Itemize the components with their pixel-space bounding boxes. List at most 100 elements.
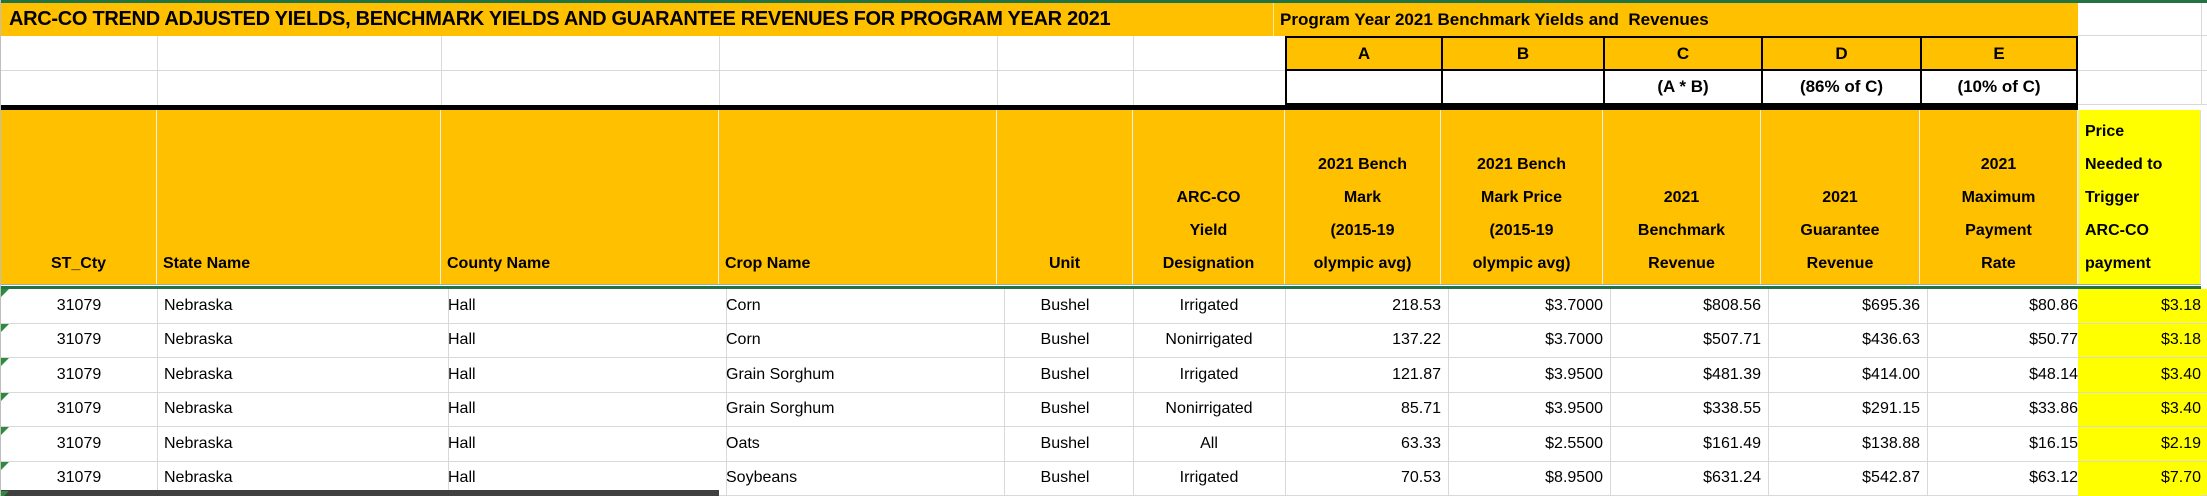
- cell-county-name[interactable]: Hall: [441, 427, 727, 461]
- cell-benchmark-revenue[interactable]: $338.55: [1603, 392, 1769, 426]
- header-cell-trigger-price[interactable]: Price Needed to Trigger ARC-CO payment: [2078, 110, 2201, 284]
- header-cell-benchmark-revenue[interactable]: 2021 Benchmark Revenue: [1603, 110, 1761, 284]
- cell-benchmark-price[interactable]: $3.7000: [1441, 323, 1611, 357]
- cell-county-name[interactable]: Hall: [441, 392, 727, 426]
- header-cell-yield-designation[interactable]: ARC-CO Yield Designation: [1133, 110, 1285, 284]
- cell-yield-designation[interactable]: Irrigated: [1133, 461, 1286, 495]
- cell-benchmark-yield[interactable]: 63.33: [1285, 427, 1449, 461]
- cell-benchmark-yield[interactable]: 218.53: [1285, 289, 1449, 323]
- cell-benchmark-yield[interactable]: 70.53: [1285, 461, 1449, 495]
- cell-yield-designation[interactable]: Nonirrigated: [1133, 392, 1286, 426]
- cell-unit[interactable]: Bushel: [997, 427, 1134, 461]
- cell-st-cty[interactable]: 31079: [1, 392, 158, 426]
- cell-max-payment-rate[interactable]: $80.86: [1920, 289, 2086, 323]
- header-cell-county-name[interactable]: County Name: [441, 110, 719, 284]
- cell-benchmark-price[interactable]: $8.9500: [1441, 461, 1611, 495]
- cell-trigger-price[interactable]: $7.70: [2078, 461, 2207, 495]
- header-cell-benchmark-price[interactable]: 2021 Bench Mark Price (2015-19 olympic a…: [1441, 110, 1603, 284]
- cell-unit[interactable]: Bushel: [997, 289, 1134, 323]
- cell-st-cty[interactable]: 31079: [1, 427, 158, 461]
- cell-trigger-price[interactable]: $3.40: [2078, 358, 2207, 392]
- cell-benchmark-price[interactable]: $2.5500: [1441, 427, 1611, 461]
- cell-benchmark-yield[interactable]: 137.22: [1285, 323, 1449, 357]
- cell-benchmark-price[interactable]: $3.9500: [1441, 392, 1611, 426]
- gridline: [2078, 35, 2207, 36]
- cell-yield-designation[interactable]: Irrigated: [1133, 358, 1286, 392]
- cell-guarantee-revenue[interactable]: $138.88: [1761, 427, 1928, 461]
- cell-county-name[interactable]: Hall: [441, 358, 727, 392]
- cell-benchmark-price[interactable]: $3.9500: [1441, 358, 1611, 392]
- cell-max-payment-rate[interactable]: $33.86: [1920, 392, 2086, 426]
- cell-trigger-price[interactable]: $3.18: [2078, 289, 2207, 323]
- cell-unit[interactable]: Bushel: [997, 461, 1134, 495]
- cell-state-name[interactable]: Nebraska: [157, 323, 449, 357]
- cell-guarantee-revenue[interactable]: $436.63: [1761, 323, 1928, 357]
- formula-cell-e[interactable]: (10% of C): [1920, 71, 2078, 105]
- cell-crop-name[interactable]: Corn: [719, 289, 1005, 323]
- cell-benchmark-yield[interactable]: 121.87: [1285, 358, 1449, 392]
- formula-cell-d[interactable]: (86% of C): [1761, 71, 1920, 105]
- cell-unit[interactable]: Bushel: [997, 323, 1134, 357]
- cell-trigger-price[interactable]: $3.18: [2078, 323, 2207, 357]
- cell-st-cty[interactable]: 31079: [1, 461, 158, 495]
- header-cell-max-payment-rate[interactable]: 2021 Maximum Payment Rate: [1920, 110, 2078, 284]
- cell-crop-name[interactable]: Soybeans: [719, 461, 1005, 495]
- header-cell-state-name[interactable]: State Name: [157, 110, 441, 284]
- cell-state-name[interactable]: Nebraska: [157, 392, 449, 426]
- next-row-dark-strip: [1, 490, 719, 496]
- cell-state-name[interactable]: Nebraska: [157, 358, 449, 392]
- cell-max-payment-rate[interactable]: $48.14: [1920, 358, 2086, 392]
- cell-benchmark-revenue[interactable]: $481.39: [1603, 358, 1769, 392]
- cell-crop-name[interactable]: Oats: [719, 427, 1005, 461]
- cell-st-cty[interactable]: 31079: [1, 323, 158, 357]
- header-cell-crop-name[interactable]: Crop Name: [719, 110, 997, 284]
- column-letter-cell-a[interactable]: A: [1285, 36, 1441, 71]
- cell-max-payment-rate[interactable]: $63.12: [1920, 461, 2086, 495]
- formula-cell-b[interactable]: [1441, 71, 1603, 105]
- cell-county-name[interactable]: Hall: [441, 289, 727, 323]
- cell-benchmark-revenue[interactable]: $808.56: [1603, 289, 1769, 323]
- column-letter-cell-b[interactable]: B: [1441, 36, 1603, 71]
- sheet-title-cell[interactable]: ARC-CO TREND ADJUSTED YIELDS, BENCHMARK …: [1, 3, 1273, 36]
- cell-state-name[interactable]: Nebraska: [157, 289, 449, 323]
- cell-county-name[interactable]: Hall: [441, 323, 727, 357]
- cell-unit[interactable]: Bushel: [997, 358, 1134, 392]
- cell-state-name[interactable]: Nebraska: [157, 427, 449, 461]
- cell-guarantee-revenue[interactable]: $414.00: [1761, 358, 1928, 392]
- cell-trigger-price[interactable]: $3.40: [2078, 392, 2207, 426]
- cell-benchmark-revenue[interactable]: $161.49: [1603, 427, 1769, 461]
- header-cell-guarantee-revenue[interactable]: 2021 Guarantee Revenue: [1761, 110, 1920, 284]
- cell-benchmark-revenue[interactable]: $631.24: [1603, 461, 1769, 495]
- cell-trigger-price[interactable]: $2.19: [2078, 427, 2207, 461]
- formula-cell-a[interactable]: [1285, 71, 1441, 105]
- cell-yield-designation[interactable]: Nonirrigated: [1133, 323, 1286, 357]
- cell-unit[interactable]: Bushel: [997, 392, 1134, 426]
- header-cell-benchmark-yield[interactable]: 2021 Bench Mark (2015-19 olympic avg): [1285, 110, 1441, 284]
- header-cell-unit[interactable]: Unit: [997, 110, 1133, 284]
- cell-st-cty[interactable]: 31079: [1, 358, 158, 392]
- cell-yield-designation[interactable]: All: [1133, 427, 1286, 461]
- cell-max-payment-rate[interactable]: $50.77: [1920, 323, 2086, 357]
- cell-state-name[interactable]: Nebraska: [157, 461, 449, 495]
- cell-county-name[interactable]: Hall: [441, 461, 727, 495]
- cell-benchmark-revenue[interactable]: $507.71: [1603, 323, 1769, 357]
- cell-guarantee-revenue[interactable]: $542.87: [1761, 461, 1928, 495]
- cell-max-payment-rate[interactable]: $16.15: [1920, 427, 2086, 461]
- benchmark-banner-cell[interactable]: Program Year 2021 Benchmark Yields and R…: [1273, 3, 2078, 36]
- cell-guarantee-revenue[interactable]: $291.15: [1761, 392, 1928, 426]
- cell-st-cty[interactable]: 31079: [1, 289, 158, 323]
- cell-benchmark-yield[interactable]: 85.71: [1285, 392, 1449, 426]
- column-letter-cell-e[interactable]: E: [1920, 36, 2078, 71]
- cell-crop-name[interactable]: Grain Sorghum: [719, 392, 1005, 426]
- cell-yield-designation[interactable]: Irrigated: [1133, 289, 1286, 323]
- header-cell-st-cty[interactable]: ST_Cty: [1, 110, 157, 284]
- cell-guarantee-revenue[interactable]: $695.36: [1761, 289, 1928, 323]
- cell-benchmark-price[interactable]: $3.7000: [1441, 289, 1611, 323]
- cell-crop-name[interactable]: Corn: [719, 323, 1005, 357]
- column-letter-cell-c[interactable]: C: [1603, 36, 1761, 71]
- column-letter-cell-d[interactable]: D: [1761, 36, 1920, 71]
- excel-green-strip: [1, 0, 2207, 3]
- cell-crop-name[interactable]: Grain Sorghum: [719, 358, 1005, 392]
- formula-cell-c[interactable]: (A * B): [1603, 71, 1761, 105]
